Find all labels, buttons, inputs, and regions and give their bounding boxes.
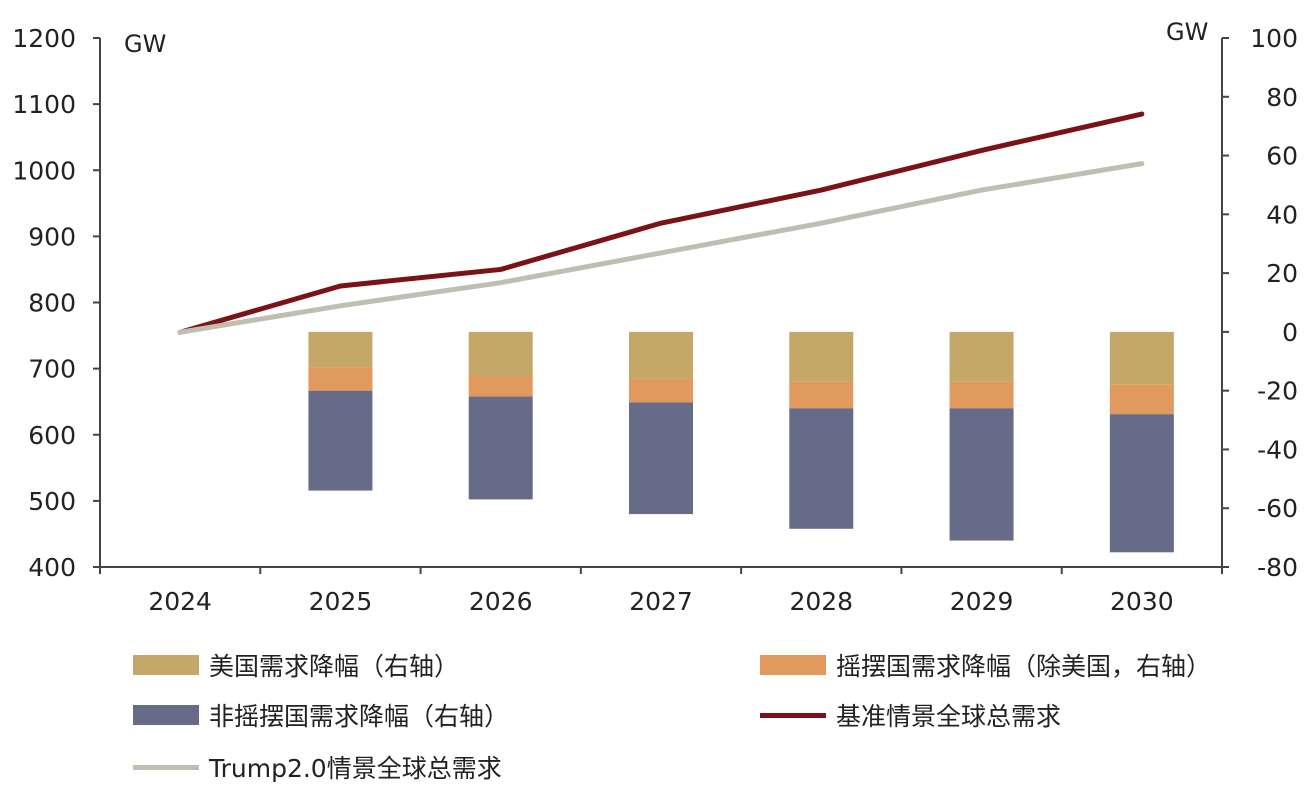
bar-2030-series-1 [1109,384,1174,415]
right-tick-label: -60 [1257,494,1298,523]
left-tick-label: 600 [28,421,76,450]
bar-2025-series-1 [308,367,373,391]
bar-2027-series-1 [629,378,693,403]
left-tick-label: 1000 [12,156,76,185]
bar-2025-series-0 [308,331,373,368]
lines-layer [177,111,1145,335]
left-tick-label: 500 [28,487,76,516]
x-tick-label: 2030 [1110,587,1174,616]
bar-2027-series-2 [629,402,693,515]
bars-layer [308,331,1174,553]
x-tick-label: 2026 [469,587,533,616]
bar-2029-series-0 [949,331,1014,382]
bar-2028-series-2 [789,408,854,529]
right-tick-label: -20 [1257,377,1298,406]
left-tick-label: 400 [28,553,76,582]
left-tick-label: 900 [28,222,76,251]
bar-2030-series-0 [1109,331,1174,385]
left-tick-label: 800 [28,289,76,318]
bar-2030-series-2 [1109,414,1174,553]
bar-2025-series-2 [308,390,373,491]
left-tick-label: 700 [28,355,76,384]
left-tick-label: 1100 [12,90,76,119]
bar-2028-series-0 [789,331,854,382]
right-tick-label: 40 [1266,200,1298,229]
bar-2027-series-0 [629,331,693,379]
right-tick-label: -80 [1257,553,1298,582]
bar-2026-series-2 [468,396,533,500]
bar-2026-series-0 [468,331,533,376]
right-tick-label: 20 [1266,259,1298,288]
line-series-1 [177,161,1145,335]
line-series-0 [177,111,1145,335]
right-tick-label: -40 [1257,435,1298,464]
right-tick-label: 100 [1250,24,1298,53]
right-tick-label: 60 [1266,142,1298,171]
x-tick-label: 2027 [629,587,693,616]
bar-2029-series-1 [949,381,1014,409]
left-axis-unit: GW [124,30,166,58]
x-tick-label: 2029 [950,587,1014,616]
right-axis-unit: GW [1166,18,1208,46]
bar-2028-series-1 [789,381,854,409]
x-tick-label: 2024 [148,587,212,616]
x-tick-label: 2028 [789,587,853,616]
left-tick-label: 1200 [12,24,76,53]
right-tick-label: 80 [1266,83,1298,112]
bar-2026-series-1 [468,375,533,397]
x-tick-label: 2025 [309,587,373,616]
bar-2029-series-2 [949,408,1014,541]
right-tick-label: 0 [1282,318,1298,347]
axes-layer: 1200 1100 1000 900 800 700 600 500 400 100 80 60 40 2… [12,24,1298,616]
